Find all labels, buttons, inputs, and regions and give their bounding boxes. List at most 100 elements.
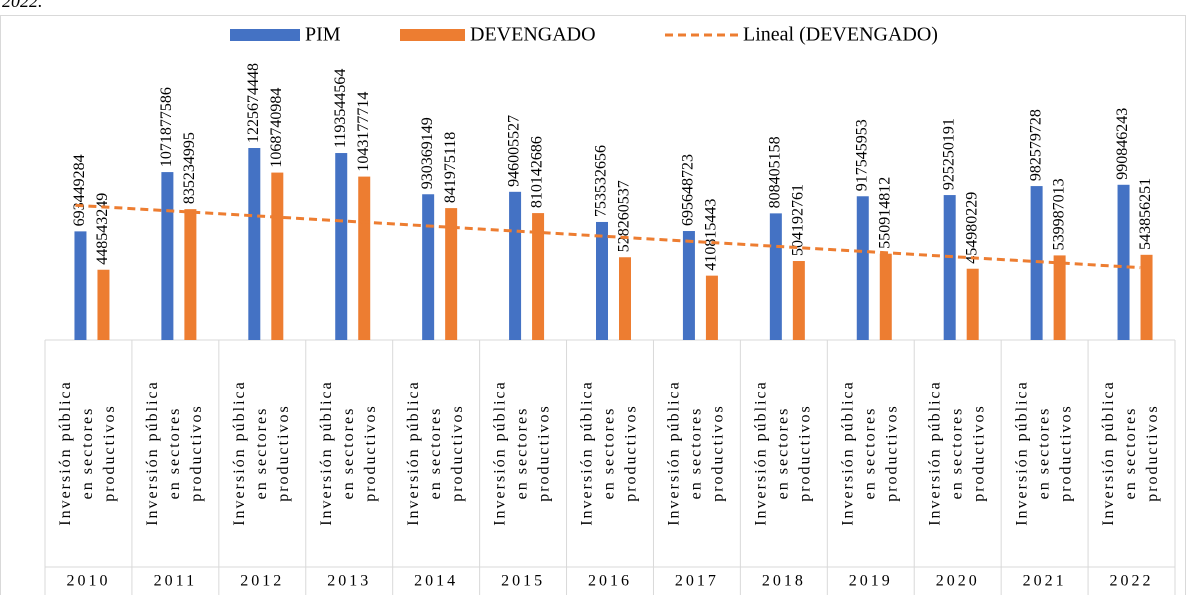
category-group-label: en sectores (688, 407, 705, 500)
value-label: 917545953 (853, 119, 870, 191)
value-label: 1193544564 (332, 69, 349, 148)
value-label: 810142686 (529, 136, 546, 208)
trendline (75, 203, 1141, 270)
bar (705, 275, 718, 340)
category-group-label: Inversión pública (1013, 380, 1030, 526)
value-label: 543856251 (1137, 178, 1154, 250)
bar (879, 253, 892, 340)
category-group-label: productivos (188, 404, 205, 502)
legend-label: PIM (305, 24, 341, 46)
category-group-label: Inversión pública (492, 380, 509, 526)
category-group-label: productivos (1144, 404, 1161, 502)
category-group-label: Inversión pública (926, 380, 943, 526)
category-group-label: en sectores (601, 407, 618, 500)
value-label: 448543249 (94, 193, 111, 265)
legend-label: DEVENGADO (470, 24, 596, 46)
category-group-label: productivos (449, 404, 466, 502)
bar (422, 194, 435, 340)
bar (596, 221, 608, 340)
bar (682, 231, 695, 340)
category-group-label: en sectores (1122, 407, 1139, 500)
value-label: 753532656 (593, 145, 610, 217)
x-tick-label: 2015 (501, 573, 545, 590)
category-group-label: Inversión pública (839, 380, 856, 526)
category-group-label: en sectores (340, 407, 357, 500)
value-label: 1043177714 (355, 92, 372, 172)
category-group-label: Inversión pública (405, 380, 422, 526)
value-label: 946005527 (506, 115, 523, 187)
category-group-label: productivos (536, 404, 553, 502)
value-label: 925250191 (940, 118, 957, 190)
category-group-label: productivos (623, 404, 640, 502)
category-group-label: Inversión pública (579, 380, 596, 526)
legend-swatch (400, 29, 465, 41)
bar (1140, 254, 1153, 340)
bar (248, 148, 261, 340)
category-group-label: productivos (710, 404, 727, 502)
category-group-label: productivos (101, 404, 118, 502)
value-label: 410815443 (703, 199, 720, 271)
bar (792, 261, 805, 340)
x-tick-label: 2014 (414, 573, 458, 590)
chart-title: 2022. (2, 0, 43, 11)
value-label: 982579728 (1027, 109, 1044, 181)
bar (358, 176, 371, 340)
bar (532, 213, 545, 340)
x-tick-label: 2021 (1023, 573, 1067, 590)
category-group-label: Inversión pública (666, 380, 683, 526)
value-label: 693449284 (71, 154, 88, 226)
x-tick-label: 2022 (1110, 573, 1154, 590)
bar (619, 257, 631, 340)
category-group-label: productivos (883, 404, 900, 502)
x-tick-label: 2012 (240, 573, 284, 590)
value-label: 990846243 (1114, 108, 1131, 180)
category-group-label: productivos (1057, 404, 1074, 502)
bar (769, 213, 782, 340)
x-tick-label: 2011 (154, 573, 197, 590)
value-label: 808405158 (767, 136, 784, 208)
x-tick-label: 2016 (588, 573, 632, 590)
category-group-label: en sectores (79, 407, 96, 500)
category-group-label: en sectores (427, 407, 444, 500)
value-label: 504192761 (790, 184, 807, 256)
bar (856, 196, 869, 340)
x-tick-label: 2017 (675, 573, 719, 590)
x-tick-label: 2019 (849, 573, 893, 590)
x-tick-label: 2010 (66, 573, 110, 590)
bar (161, 172, 174, 340)
value-label: 454980229 (963, 192, 980, 264)
value-label: 695648723 (680, 154, 697, 226)
bar (509, 191, 522, 340)
category-group-label: en sectores (514, 407, 531, 500)
value-label: 835234995 (181, 132, 198, 204)
value-label: 930369149 (419, 117, 436, 189)
value-label: 528260537 (616, 180, 633, 252)
bar (335, 153, 348, 340)
legend-label: Lineal (DEVENGADO) (743, 24, 938, 46)
bar (445, 208, 458, 340)
category-group-label: en sectores (861, 407, 878, 500)
x-tick-label: 2013 (327, 573, 371, 590)
bar (1053, 255, 1066, 340)
category-group-label: productivos (275, 404, 292, 502)
category-group-label: en sectores (1035, 407, 1052, 500)
value-label: 539987013 (1050, 178, 1067, 250)
value-label: 1068740984 (268, 88, 285, 168)
category-group-label: Inversión pública (318, 380, 335, 526)
value-label: 841975118 (442, 132, 459, 203)
x-tick-label: 2020 (936, 573, 980, 590)
category-group-label: Inversión pública (144, 380, 161, 526)
category-group-label: Inversión pública (57, 380, 74, 526)
category-group-label: en sectores (253, 407, 270, 500)
category-group-label: productivos (362, 404, 379, 502)
category-group-label: productivos (970, 404, 987, 502)
category-group-label: en sectores (948, 407, 965, 500)
category-group-label: productivos (797, 404, 814, 502)
category-group-label: Inversión pública (753, 380, 770, 526)
bar (966, 268, 979, 340)
legend-swatch (230, 29, 300, 41)
bar (184, 209, 197, 340)
value-label: 550914812 (876, 177, 893, 249)
bar (271, 172, 284, 340)
